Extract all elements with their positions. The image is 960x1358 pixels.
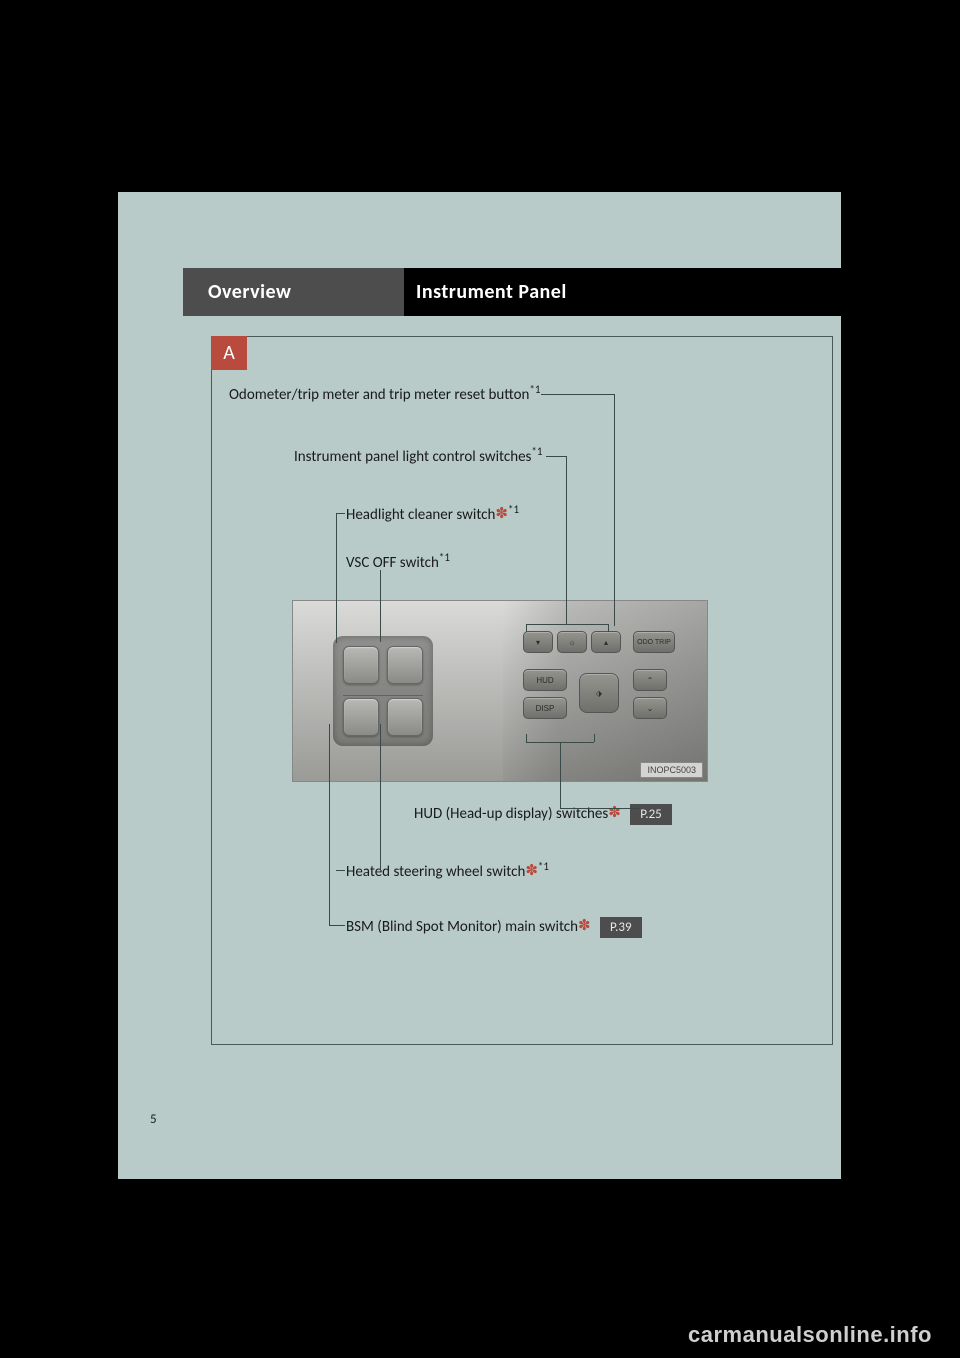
page-header-black — [118, 142, 841, 192]
callout-line — [614, 394, 615, 626]
label-odometer-text: Odometer/trip meter and trip meter reset… — [229, 386, 529, 404]
callout-line — [526, 624, 608, 625]
disp-label: DISP — [536, 704, 555, 713]
callout-line — [526, 734, 527, 742]
up-button-icon: ⌃ — [633, 669, 667, 691]
label-panel-light: Instrument panel light control switches*… — [294, 448, 542, 466]
section-marker-label: A — [223, 341, 235, 365]
hud-button: HUD — [523, 669, 567, 691]
label-odometer-sup: *1 — [529, 383, 540, 396]
label-heated-text: Heated steering wheel switch — [346, 863, 525, 881]
asterisk-icon: ✽ — [578, 917, 591, 935]
callout-line — [594, 734, 595, 742]
page-ref-bsm: P.39 — [600, 917, 642, 938]
button-cluster-right: ▾ ☼ ▴ ODO TRIP HUD DISP ⬗ ⌃ ⌄ — [523, 631, 695, 741]
bsm-button-icon — [343, 698, 379, 736]
label-panel-light-sup: *1 — [531, 445, 542, 458]
heated-wheel-button-icon — [387, 698, 423, 736]
down-button-icon: ⌄ — [633, 697, 667, 719]
label-panel-light-text: Instrument panel light control switches — [294, 448, 531, 466]
callout-line — [380, 570, 381, 642]
instrument-panel-photo: ▾ ☼ ▴ ODO TRIP HUD DISP ⬗ ⌃ ⌄ INOPC5003 — [292, 600, 708, 782]
callout-line — [541, 394, 614, 395]
odo-trip-label: ODO TRIP — [637, 639, 671, 646]
callout-line — [336, 513, 337, 643]
label-heated-wheel: Heated steering wheel switch✽*1 — [346, 862, 549, 881]
label-bsm-text: BSM (Blind Spot Monitor) main switch — [346, 918, 578, 936]
divider — [343, 695, 423, 696]
tab-instrument-panel-label: Instrument Panel — [416, 280, 567, 304]
callout-line — [566, 456, 567, 624]
callout-line — [526, 624, 527, 632]
callout-line — [380, 724, 381, 870]
tab-instrument-panel: Instrument Panel — [404, 268, 908, 316]
callout-line — [336, 513, 345, 514]
label-vsc-sup: *1 — [439, 551, 450, 564]
callout-line — [336, 870, 345, 871]
hud-label: HUD — [536, 676, 553, 685]
brightness-icon: ☼ — [557, 631, 587, 653]
asterisk-icon: ✽ — [608, 804, 621, 822]
tab-overview: Overview — [183, 268, 404, 316]
callout-line — [329, 724, 330, 925]
callout-line — [608, 624, 609, 632]
page-number: 5 — [150, 1112, 157, 1127]
callout-line — [329, 925, 345, 926]
brightness-down-icon: ▾ — [523, 631, 553, 653]
display-adjust-icon: ⬗ — [579, 673, 619, 713]
disp-button: DISP — [523, 697, 567, 719]
button-cluster-left — [333, 636, 433, 746]
callout-line — [546, 456, 566, 457]
brightness-up-icon: ▴ — [591, 631, 621, 653]
callout-line — [560, 742, 561, 808]
label-headlight-sup: *1 — [508, 503, 519, 516]
photo-reference-code: INOPC5003 — [640, 762, 703, 778]
label-vsc-text: VSC OFF switch — [346, 554, 439, 572]
vsc-off-button-icon — [387, 646, 423, 684]
callout-line — [526, 742, 594, 743]
label-headlight: Headlight cleaner switch✽*1 — [346, 505, 519, 524]
callout-line — [560, 808, 640, 809]
label-bsm: BSM (Blind Spot Monitor) main switch✽ P.… — [346, 917, 642, 938]
asterisk-icon: ✽ — [525, 862, 538, 880]
section-marker-a: A — [211, 336, 247, 370]
tab-overview-label: Overview — [208, 280, 291, 304]
watermark-text: carmanualsonline.info — [0, 1322, 960, 1348]
label-vsc: VSC OFF switch*1 — [346, 554, 450, 572]
label-headlight-text: Headlight cleaner switch — [346, 506, 495, 524]
odo-trip-button: ODO TRIP — [633, 631, 675, 653]
asterisk-icon: ✽ — [495, 505, 508, 523]
headlight-cleaner-button-icon — [343, 646, 379, 684]
label-odometer: Odometer/trip meter and trip meter reset… — [229, 386, 540, 404]
manual-page: Overview Instrument Panel A Odometer/tri… — [118, 142, 841, 1179]
label-heated-sup: *1 — [538, 860, 549, 873]
